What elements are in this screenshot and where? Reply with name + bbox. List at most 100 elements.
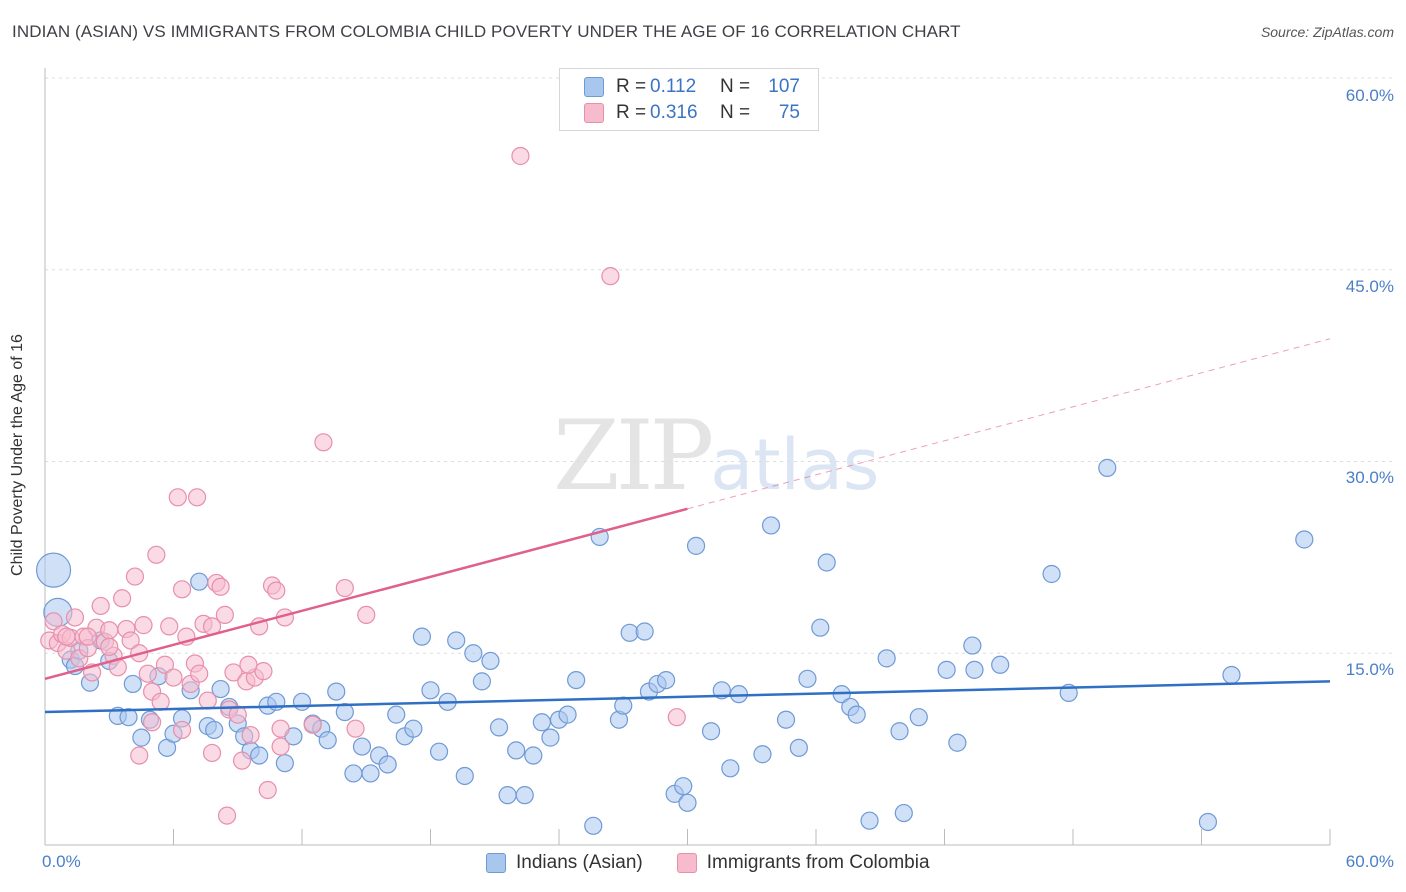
data-point-indians xyxy=(507,741,526,760)
data-point-indians xyxy=(489,718,509,737)
data-point-indians xyxy=(119,708,138,727)
data-point-colombia xyxy=(271,737,290,756)
data-point-colombia xyxy=(303,715,322,734)
data-point-colombia xyxy=(258,780,277,800)
trend-line-colombia xyxy=(44,507,688,681)
data-point-colombia xyxy=(121,631,140,650)
grid-lines xyxy=(45,77,1392,654)
data-point-indians xyxy=(447,631,466,650)
source-label: Source: ZipAtlas.com xyxy=(1260,24,1394,40)
data-point-indians xyxy=(455,766,474,786)
legend-n-value: 75 xyxy=(778,102,800,123)
data-point-indians xyxy=(937,660,956,679)
data-point-indians xyxy=(498,786,517,805)
legend-r-value: 0.112 xyxy=(650,76,697,97)
data-point-colombia xyxy=(91,596,110,616)
data-point-indians xyxy=(860,811,879,830)
data-point-colombia xyxy=(232,751,252,770)
series-immigrants-colombia xyxy=(40,146,686,825)
axes xyxy=(44,68,1331,846)
data-point-colombia xyxy=(100,621,119,640)
data-point-indians xyxy=(481,651,500,671)
data-point-indians xyxy=(584,816,603,835)
data-point-indians xyxy=(761,516,781,535)
data-point-colombia xyxy=(112,589,132,608)
data-point-indians xyxy=(292,692,312,711)
data-point-indians xyxy=(991,655,1010,674)
data-point-indians xyxy=(686,536,706,555)
y-tick-label: 45.0% xyxy=(1345,277,1394,296)
data-point-indians xyxy=(378,755,397,774)
data-point-colombia xyxy=(168,488,187,507)
data-point-indians xyxy=(963,636,982,655)
data-point-indians xyxy=(890,722,909,741)
legend-label: Indians (Asian) xyxy=(516,852,643,873)
data-point-indians xyxy=(753,745,772,764)
legend-item-indians: Indians (Asian) xyxy=(486,852,643,874)
data-point-indians xyxy=(877,649,896,668)
y-tick-label: 60.0% xyxy=(1345,86,1394,105)
data-point-colombia xyxy=(335,578,354,598)
data-point-colombia xyxy=(190,664,209,683)
data-point-indians xyxy=(352,737,372,756)
series-legend: Indians (Asian) Immigrants from Colombia xyxy=(486,852,964,874)
data-point-colombia xyxy=(239,655,258,674)
data-point-colombia xyxy=(57,627,76,646)
legend-swatch-pink xyxy=(676,853,697,873)
data-point-indians xyxy=(798,669,817,688)
data-point-colombia xyxy=(667,708,686,727)
data-point-colombia xyxy=(172,720,192,740)
data-point-colombia xyxy=(134,616,153,635)
legend-label: Immigrants from Colombia xyxy=(706,852,930,873)
data-point-indians xyxy=(205,720,224,740)
data-point-indians xyxy=(620,623,639,642)
data-point-indians xyxy=(965,660,984,679)
legend-row-indians: R = 0.112 N = 107 xyxy=(584,75,800,99)
data-point-colombia xyxy=(65,608,85,627)
data-point-indians xyxy=(35,552,72,588)
data-point-colombia xyxy=(601,267,620,286)
data-point-indians xyxy=(1198,812,1218,832)
data-point-indians xyxy=(387,705,406,724)
data-point-colombia xyxy=(151,692,170,711)
data-point-colombia xyxy=(160,617,179,636)
legend-r-value: 0.316 xyxy=(650,102,698,123)
data-point-indians xyxy=(614,696,633,715)
data-point-indians xyxy=(275,754,294,773)
data-point-indians xyxy=(464,644,483,663)
watermark-zip: ZIP xyxy=(553,400,714,512)
data-point-indians xyxy=(132,728,151,747)
data-point-indians xyxy=(776,710,796,729)
data-point-indians xyxy=(817,553,836,572)
data-point-indians xyxy=(327,682,346,701)
correlation-legend: R = 0.112 N = 107 R = 0.316 N = 75 xyxy=(559,68,819,131)
data-point-colombia xyxy=(202,743,222,763)
data-point-indians xyxy=(344,764,363,783)
data-point-indians xyxy=(894,803,913,823)
data-point-colombia xyxy=(44,612,63,631)
series-indians-asian xyxy=(35,458,1314,835)
data-point-colombia xyxy=(100,637,119,656)
data-point-indians xyxy=(1222,665,1241,685)
data-point-colombia xyxy=(357,605,376,625)
data-point-colombia xyxy=(346,719,365,738)
data-point-indians xyxy=(656,670,676,690)
data-point-indians xyxy=(1042,564,1061,584)
data-point-indians xyxy=(404,719,423,738)
legend-n-value: 107 xyxy=(768,76,800,97)
data-point-indians xyxy=(211,679,230,699)
data-point-colombia xyxy=(217,806,237,825)
legend-r-label: R = xyxy=(616,76,647,97)
data-point-indians xyxy=(429,742,449,761)
trend-lines xyxy=(44,338,1331,714)
x-tick-label: 60.0% xyxy=(1345,852,1394,871)
data-point-colombia xyxy=(224,663,243,682)
data-point-indians xyxy=(250,746,269,765)
data-point-indians xyxy=(318,731,337,750)
data-point-indians xyxy=(1098,458,1117,477)
data-point-indians xyxy=(909,708,928,727)
data-point-colombia xyxy=(241,725,260,745)
data-point-colombia xyxy=(172,580,192,599)
data-point-indians xyxy=(541,728,560,747)
